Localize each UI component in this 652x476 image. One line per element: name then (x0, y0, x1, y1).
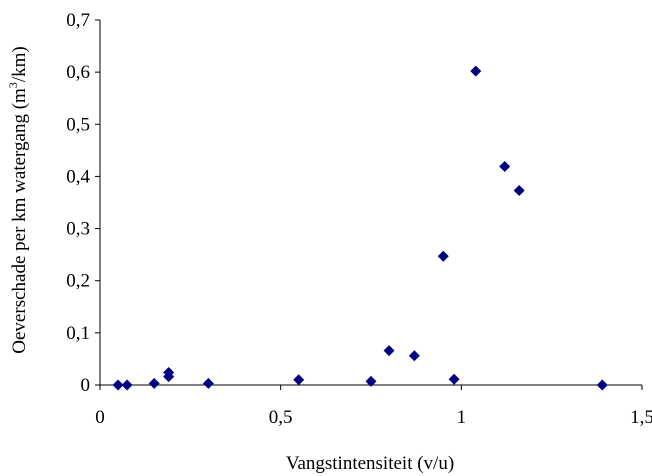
data-point (513, 185, 525, 197)
data-point (596, 379, 608, 391)
x-tick-label: 0,5 (269, 407, 293, 428)
y-tick-label: 0,6 (66, 62, 90, 83)
data-point (148, 377, 160, 389)
x-tick-label: 0 (95, 407, 105, 428)
y-axis-title-superscript: 3 (6, 82, 20, 88)
x-tick-label: 1,5 (630, 407, 652, 428)
y-tick-label: 0,1 (66, 323, 90, 344)
data-point (408, 350, 420, 362)
data-point (163, 366, 175, 378)
data-point (383, 345, 395, 357)
data-point (470, 65, 482, 77)
y-tick-label: 0,3 (66, 219, 90, 240)
data-point (448, 373, 460, 385)
axes (99, 20, 642, 386)
x-axis-ticks: 0 0,5 1 1,5 (95, 385, 652, 428)
data-point (365, 375, 377, 387)
data-point (202, 377, 214, 389)
y-tick-label: 0,4 (66, 166, 90, 187)
data-point (121, 379, 133, 391)
y-axis-ticks: 0 0,1 0,2 0,3 0,4 0,5 0,6 0,7 (66, 10, 100, 396)
y-axis-title-unit-end: /km) (9, 46, 30, 82)
data-point (293, 374, 305, 386)
x-axis-title: Vangstintensiteit (v/u) (286, 453, 454, 474)
x-tick-label: 1 (457, 407, 467, 428)
y-tick-label: 0,7 (66, 10, 90, 31)
y-axis-title-main: Oeverschade per km watergang (m (9, 88, 30, 354)
data-points (112, 65, 608, 391)
y-tick-label: 0,5 (66, 114, 90, 135)
y-axis-title: Oeverschade per km watergang (m3/km) (6, 46, 30, 353)
data-point (499, 161, 511, 173)
y-tick-label: 0 (81, 375, 91, 396)
data-point (112, 379, 124, 391)
data-point (437, 250, 449, 262)
y-tick-label: 0,2 (66, 271, 90, 292)
